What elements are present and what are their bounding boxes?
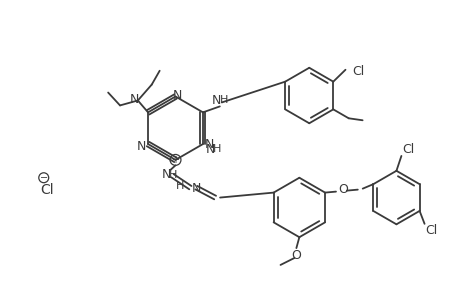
Text: Cl: Cl: [40, 183, 53, 196]
Text: Cl: Cl: [425, 224, 437, 237]
Text: O: O: [337, 183, 347, 196]
Text: H: H: [219, 95, 228, 106]
Text: H: H: [176, 181, 184, 191]
Text: +: +: [171, 155, 179, 165]
Text: −: −: [39, 173, 48, 183]
Text: N: N: [191, 182, 201, 195]
Text: N: N: [162, 168, 171, 181]
Text: N: N: [130, 93, 139, 106]
Text: Cl: Cl: [352, 65, 364, 78]
Text: N: N: [212, 94, 221, 107]
Text: N: N: [205, 138, 214, 151]
Text: N: N: [206, 142, 215, 155]
Text: O: O: [291, 248, 301, 262]
Text: N: N: [136, 140, 146, 152]
Text: H: H: [169, 170, 177, 180]
Text: H: H: [212, 144, 220, 154]
Text: Cl: Cl: [401, 142, 414, 155]
Text: N: N: [173, 89, 182, 102]
